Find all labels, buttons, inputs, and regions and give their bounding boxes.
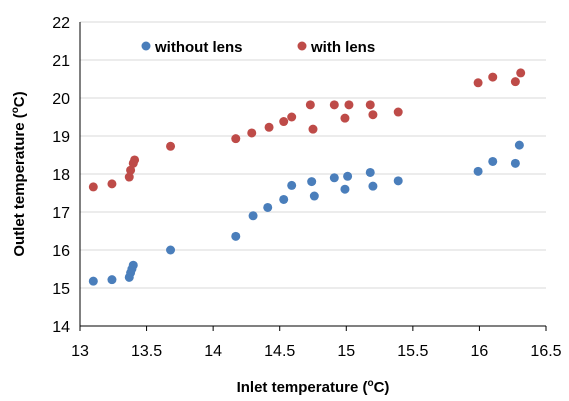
x-tick-label: 14 [204, 343, 222, 360]
x-axis-title-main: Inlet temperature ( [237, 379, 368, 396]
legend-label: with lens [310, 39, 375, 56]
axes [79, 22, 547, 331]
series-with-lens [88, 68, 526, 192]
data-point [231, 134, 241, 144]
y-tick-label: 21 [52, 53, 70, 70]
x-tick-label: 16 [471, 343, 489, 360]
data-point [488, 72, 498, 82]
data-point [305, 100, 315, 110]
y-axis-title: Outlet temperature (oC) [10, 91, 28, 256]
y-tick-label: 17 [52, 205, 70, 222]
data-point [393, 176, 403, 186]
data-point [516, 68, 526, 78]
data-points [88, 68, 526, 286]
data-point [393, 107, 403, 117]
data-point [130, 155, 140, 165]
data-point [124, 172, 134, 182]
data-point [343, 171, 353, 181]
data-point [264, 122, 274, 132]
data-point [287, 180, 297, 190]
data-point [473, 78, 483, 88]
series-without-lens [88, 140, 524, 286]
data-point [510, 77, 520, 87]
data-point [340, 113, 350, 123]
data-point [279, 194, 289, 204]
y-tick-label: 22 [52, 15, 70, 32]
x-tick-labels: 13 13.5 14 14.5 15 15.5 16 16.5 [71, 343, 562, 360]
y-tick-label: 16 [52, 243, 70, 260]
legend-label: without lens [154, 39, 243, 56]
x-tick-label: 13 [71, 343, 89, 360]
data-point [307, 177, 317, 187]
y-tick-labels: 14 15 16 17 18 19 20 21 22 [52, 15, 70, 336]
x-axis-title-sup: o [367, 378, 373, 389]
y-tick-label: 18 [52, 167, 70, 184]
data-point [473, 166, 483, 176]
data-point [231, 231, 241, 241]
data-point [248, 211, 258, 221]
data-point [287, 112, 297, 122]
x-axis-title-end: C) [374, 379, 390, 396]
data-point [107, 275, 117, 285]
data-point [128, 260, 138, 270]
data-point [365, 100, 375, 110]
data-point [340, 184, 350, 194]
data-point [344, 100, 354, 110]
data-point [247, 128, 257, 138]
legend: without lens with lens [141, 39, 375, 56]
legend-marker [141, 41, 151, 51]
data-point [107, 179, 117, 189]
y-tick-label: 15 [52, 281, 70, 298]
x-tick-label: 15 [337, 343, 355, 360]
gridlines [80, 21, 546, 289]
data-point [368, 110, 378, 120]
x-tick-label: 15.5 [397, 343, 428, 360]
data-point [263, 202, 273, 212]
data-point [166, 141, 176, 151]
y-tick-label: 19 [52, 129, 70, 146]
y-tick-label: 14 [52, 319, 70, 336]
data-point [514, 140, 524, 150]
data-point [126, 165, 136, 175]
data-point [488, 156, 498, 166]
data-point [368, 181, 378, 191]
data-point [88, 276, 98, 286]
x-tick-label: 13.5 [131, 343, 162, 360]
data-point [279, 117, 289, 127]
data-point [510, 158, 520, 168]
data-point [365, 167, 375, 177]
y-axis-title-sup: o [10, 107, 21, 113]
data-point [308, 124, 318, 134]
x-tick-label: 14.5 [264, 343, 295, 360]
legend-marker [297, 41, 307, 51]
data-point [88, 182, 98, 192]
data-point [329, 100, 339, 110]
data-point [166, 245, 176, 255]
x-axis-title: Inlet temperature (oC) [237, 378, 390, 396]
x-tick-label: 16.5 [530, 343, 561, 360]
data-point [309, 191, 319, 201]
y-axis-title-main: Outlet temperature ( [11, 113, 28, 256]
y-axis-title-end: C) [11, 91, 28, 107]
data-point [329, 173, 339, 183]
y-tick-label: 20 [52, 91, 70, 108]
